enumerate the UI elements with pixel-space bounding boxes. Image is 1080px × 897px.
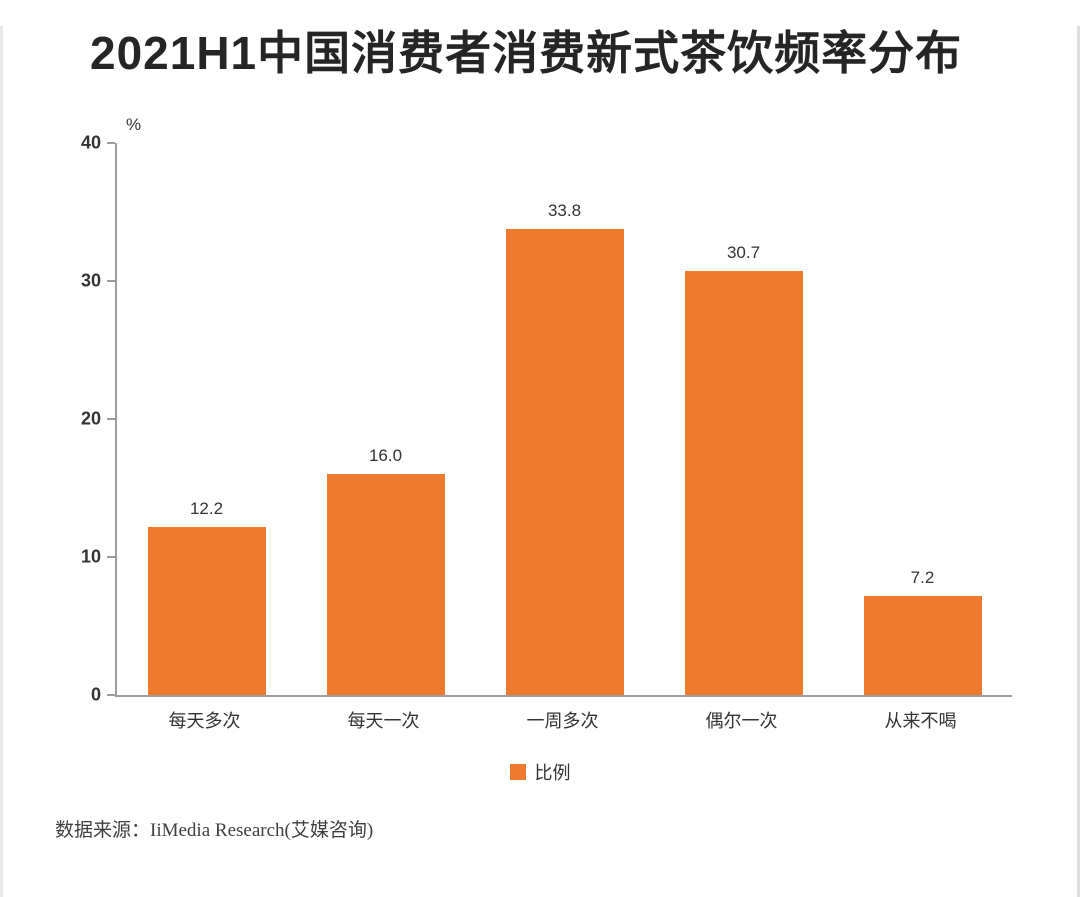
x-axis-label: 一周多次 [526, 711, 599, 732]
chart-page: 2021H1中国消费者消费新式茶饮频率分布 % 0 10 20 30 40 12.2 16… [0, 26, 1080, 842]
bar-group: 33.8 [505, 201, 624, 696]
bar-value-label: 7.2 [910, 568, 935, 588]
y-axis-tick-label: 30 [80, 270, 101, 291]
x-axis-labels: 每天多次 每天一次 一周多次 偶尔一次 从来不喝 [115, 707, 1010, 733]
y-axis-tick-mark [107, 556, 115, 559]
y-axis-tick-mark [107, 694, 115, 697]
bar[interactable] [147, 527, 266, 696]
y-axis-tick-mark [107, 418, 115, 421]
y-axis-tick-mark [107, 280, 115, 283]
bar-chart: % 0 10 20 30 40 12.2 16.0 33.8 30.7 7.2 每天多次 每天一次… [0, 115, 1080, 785]
x-axis-label: 从来不喝 [884, 711, 957, 732]
bar[interactable] [863, 596, 982, 696]
y-axis-tick-label: 20 [80, 408, 101, 429]
y-axis-unit-label: % [126, 115, 142, 135]
bar-value-label: 33.8 [547, 201, 582, 221]
bar-group: 7.2 [863, 568, 982, 696]
legend-label: 比例 [534, 763, 571, 784]
x-axis-label: 偶尔一次 [705, 711, 778, 732]
plot-area: 0 10 20 30 40 12.2 16.0 33.8 30.7 7.2 [81, 133, 1012, 705]
bar-group: 12.2 [147, 499, 266, 696]
bar-group: 30.7 [684, 243, 803, 696]
bar[interactable] [684, 271, 803, 696]
x-axis-label: 每天一次 [347, 711, 420, 732]
legend-swatch [509, 764, 526, 781]
y-axis: 0 10 20 30 40 [37, 133, 117, 705]
data-source: 数据来源：IiMedia Research(艾媒咨询) [55, 820, 374, 842]
y-axis-tick-mark [107, 142, 115, 145]
bar-value-label: 12.2 [189, 499, 224, 519]
bar[interactable] [326, 474, 445, 696]
y-axis-tick-label: 10 [80, 546, 101, 567]
chart-title: 2021H1中国消费者消费新式茶饮频率分布 [90, 27, 963, 79]
y-axis-tick-label: 0 [90, 684, 101, 705]
x-axis-label: 每天多次 [168, 711, 241, 732]
bar[interactable] [505, 229, 624, 696]
page-edge-left [0, 26, 3, 897]
bar-value-label: 30.7 [726, 243, 761, 263]
legend[interactable]: 比例 [0, 759, 1080, 785]
bar-value-label: 16.0 [368, 446, 403, 466]
y-axis-tick-label: 40 [80, 132, 101, 153]
page-edge-right [1077, 26, 1080, 897]
bar-group: 16.0 [326, 446, 445, 696]
